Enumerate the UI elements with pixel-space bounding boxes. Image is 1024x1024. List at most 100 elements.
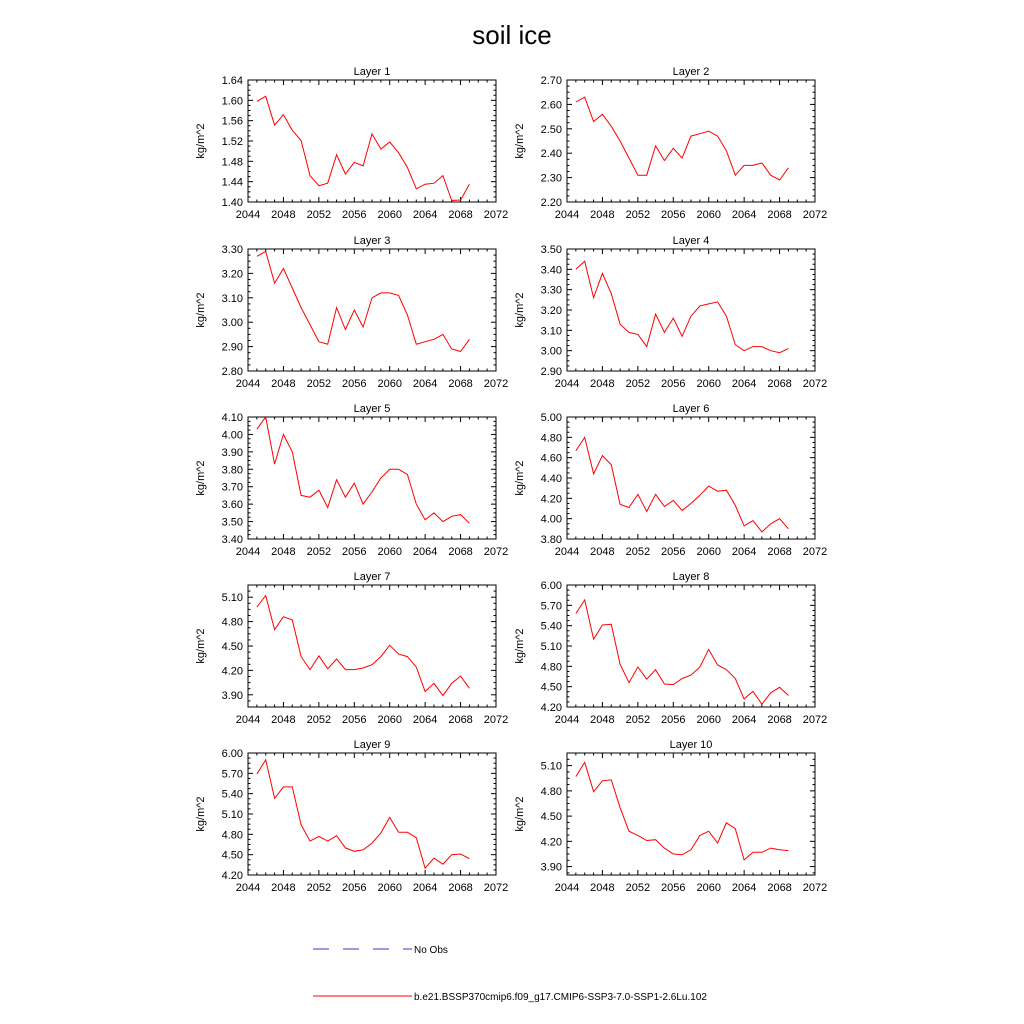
x-tick-label: 2064 [413, 378, 437, 390]
x-tick-label: 2044 [236, 882, 260, 894]
legend-model-label: b.e21.BSSP370cmip6.f09_g17.CMIP6-SSP3-7.… [414, 992, 707, 1003]
x-tick-label: 2072 [484, 882, 508, 894]
x-tick-label: 2048 [271, 546, 295, 558]
x-tick-label: 2056 [342, 546, 366, 558]
panel-layer-7: Layer 7 kg/m^2 2044 2048 2052 2056 2060 2064 206… [195, 571, 508, 726]
x-tick-label: 2044 [236, 378, 260, 390]
x-tick-label: 2052 [626, 546, 650, 558]
y-tick-label: 4.00 [541, 514, 562, 526]
y-tick-label: 1.44 [222, 177, 243, 189]
x-tick-label: 2052 [626, 209, 650, 221]
x-tick-label: 2068 [767, 378, 791, 390]
x-tick-label: 2052 [307, 882, 331, 894]
y-axis-label: kg/m^2 [514, 292, 526, 327]
x-tick-label: 2068 [767, 714, 791, 726]
series-line [575, 436, 789, 533]
legend: No Obs b.e21.BSSP370cmip6.f09_g17.CMIP6-… [313, 945, 707, 1003]
x-tick-label: 2072 [803, 378, 827, 390]
y-tick-label: 3.20 [541, 305, 562, 317]
y-axis-label: kg/m^2 [195, 628, 207, 663]
y-tick-label: 1.52 [222, 136, 243, 148]
y-tick-label: 2.40 [541, 148, 562, 160]
y-axis-label: kg/m^2 [514, 460, 526, 495]
y-tick-label: 3.80 [541, 534, 562, 546]
x-tick-label: 2056 [342, 714, 366, 726]
y-tick-label: 2.30 [541, 173, 562, 185]
x-tick-label: 2044 [555, 209, 579, 221]
y-tick-label: 2.80 [222, 366, 243, 378]
y-tick-label: 3.30 [222, 244, 243, 256]
x-tick-label: 2052 [307, 546, 331, 558]
y-tick-label: 4.80 [222, 617, 243, 629]
y-tick-label: 2.20 [541, 197, 562, 209]
x-tick-label: 2056 [342, 378, 366, 390]
y-tick-label: 3.70 [222, 482, 243, 494]
panel-title: Layer 5 [354, 403, 391, 415]
y-axis-label: kg/m^2 [195, 123, 207, 158]
y-tick-label: 3.30 [541, 285, 562, 297]
y-tick-label: 3.90 [222, 447, 243, 459]
x-tick-label: 2060 [377, 714, 401, 726]
panel-layer-10: Layer 10 kg/m^2 2044 2048 2052 2056 2060 2064 20… [514, 739, 827, 894]
y-tick-label: 1.56 [222, 116, 243, 128]
panel-title: Layer 1 [354, 66, 391, 78]
y-axis-label: kg/m^2 [514, 628, 526, 663]
series-line [256, 95, 470, 202]
x-tick-label: 2072 [484, 714, 508, 726]
x-tick-label: 2048 [590, 209, 614, 221]
x-tick-label: 2064 [732, 546, 756, 558]
panel-layer-3: Layer 3 kg/m^2 2044 2048 2052 2056 2060 2064 206… [195, 235, 508, 390]
x-tick-label: 2064 [732, 714, 756, 726]
x-tick-label: 2056 [661, 378, 685, 390]
x-tick-label: 2048 [590, 546, 614, 558]
x-tick-label: 2044 [236, 209, 260, 221]
y-tick-label: 4.20 [541, 493, 562, 505]
y-tick-label: 4.20 [222, 870, 243, 882]
y-tick-label: 4.50 [222, 850, 243, 862]
series-line [256, 250, 470, 353]
y-tick-label: 4.80 [541, 661, 562, 673]
x-tick-label: 2048 [271, 209, 295, 221]
panel-title: Layer 3 [354, 235, 391, 247]
y-tick-label: 4.80 [541, 432, 562, 444]
x-tick-label: 2060 [377, 209, 401, 221]
series-line [256, 758, 470, 870]
y-tick-label: 2.70 [541, 75, 562, 87]
panel-layer-8: Layer 8 kg/m^2 2044 2048 2052 2056 2060 2064 206… [514, 571, 827, 726]
x-tick-label: 2072 [484, 546, 508, 558]
y-tick-label: 4.20 [541, 702, 562, 714]
x-tick-label: 2060 [696, 714, 720, 726]
y-tick-label: 3.10 [541, 325, 562, 337]
x-tick-label: 2056 [661, 882, 685, 894]
x-tick-label: 2048 [271, 882, 295, 894]
y-tick-label: 2.60 [541, 99, 562, 111]
panel-layer-9: Layer 9 kg/m^2 2044 2048 2052 2056 2060 2064 206… [195, 739, 508, 894]
y-tick-label: 5.40 [541, 621, 562, 633]
y-tick-label: 3.40 [222, 534, 243, 546]
y-axis-label: kg/m^2 [195, 460, 207, 495]
x-tick-label: 2044 [236, 714, 260, 726]
x-tick-label: 2072 [484, 378, 508, 390]
series-line [575, 260, 789, 354]
x-tick-label: 2068 [448, 882, 472, 894]
x-tick-label: 2052 [626, 378, 650, 390]
y-tick-label: 5.00 [541, 412, 562, 424]
x-tick-label: 2052 [307, 714, 331, 726]
x-tick-label: 2048 [590, 378, 614, 390]
x-tick-label: 2056 [661, 209, 685, 221]
x-tick-label: 2060 [377, 882, 401, 894]
panel-title: Layer 10 [670, 739, 713, 751]
x-tick-label: 2044 [236, 546, 260, 558]
y-tick-label: 6.00 [222, 748, 243, 760]
y-tick-label: 5.70 [222, 768, 243, 780]
y-tick-label: 4.60 [541, 453, 562, 465]
y-tick-label: 3.10 [222, 293, 243, 305]
x-tick-label: 2048 [271, 378, 295, 390]
legend-obs-label: No Obs [414, 945, 448, 956]
y-tick-label: 4.20 [541, 836, 562, 848]
y-tick-label: 5.10 [222, 809, 243, 821]
panel-title: Layer 4 [673, 235, 710, 247]
y-tick-label: 3.60 [222, 499, 243, 511]
y-tick-label: 1.64 [222, 75, 243, 87]
